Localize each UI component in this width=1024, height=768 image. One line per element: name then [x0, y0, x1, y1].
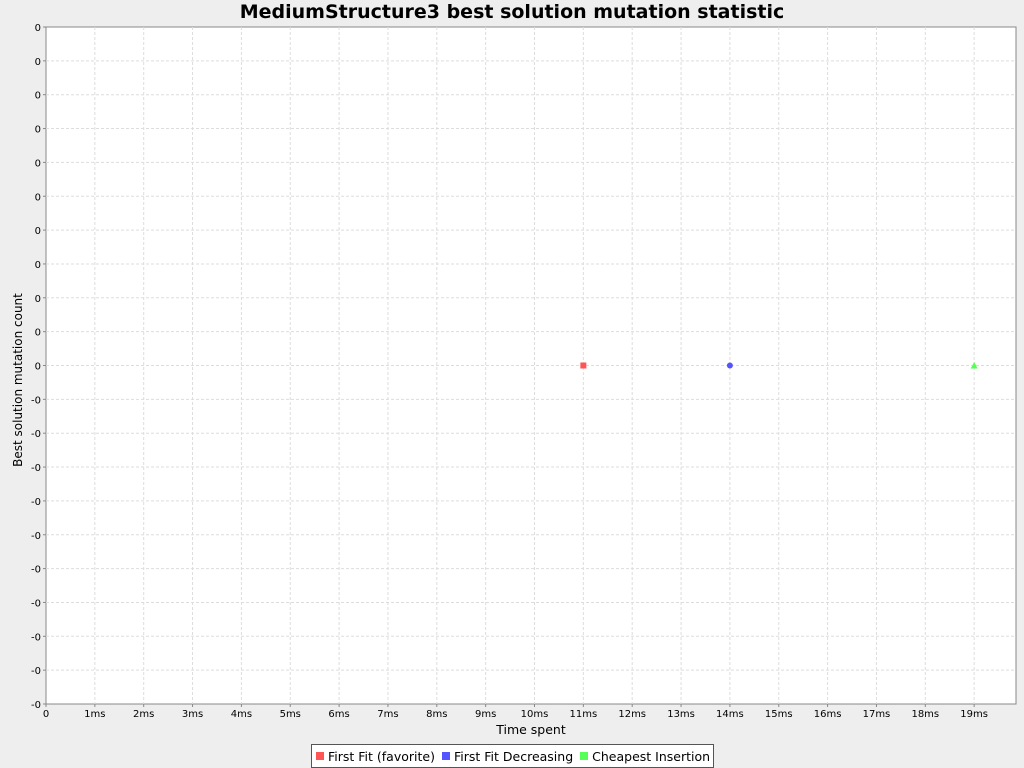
legend-item-first-fit: First Fit (favorite) [314, 749, 435, 764]
x-tick-label: 2ms [133, 709, 154, 720]
x-tick-label: 16ms [814, 709, 842, 720]
data-point-triangle [970, 362, 978, 369]
legend-swatch [441, 752, 450, 760]
y-tick-label: -0 [31, 632, 41, 643]
x-tick-label: 8ms [426, 709, 447, 720]
legend-label: Cheapest Insertion [592, 748, 711, 764]
y-tick-label: 0 [35, 125, 41, 136]
data-points [580, 362, 978, 369]
x-tick-label: 3ms [182, 709, 203, 720]
x-tick-label: 6ms [328, 709, 349, 720]
legend-label: First Fit (favorite) [328, 748, 435, 764]
y-tick-label: -0 [31, 565, 41, 576]
legend-item-first-fit-decreasing: First Fit Decreasing [440, 749, 573, 764]
x-tick-label: 12ms [618, 709, 646, 720]
chart-title: MediumStructure3 best solution mutation … [239, 1, 785, 23]
legend-swatch [316, 752, 324, 760]
x-axis-label: Time spent [495, 722, 566, 737]
y-tick-label: -0 [31, 666, 41, 677]
x-tick-label: 5ms [280, 709, 301, 720]
y-tick-label: -0 [31, 395, 41, 406]
x-tick-label: 10ms [521, 709, 549, 720]
x-axis-ticks: 0 1ms 2ms 3ms 4ms 5ms 6ms 7ms 8ms 9ms 10ms 11ms 12ms… [43, 704, 988, 720]
y-axis-ticks: 0 0 0 0 0 0 0 0 0 0 0 -0 -0 -0 -0 -0 -0 -0 -0 -0 -0 [31, 23, 46, 711]
y-tick-label: -0 [31, 463, 41, 474]
y-tick-label: 0 [35, 158, 41, 169]
y-tick-label: -0 [31, 497, 41, 508]
y-tick-label: -0 [31, 429, 41, 440]
y-tick-label: 0 [35, 294, 41, 305]
y-tick-label: -0 [31, 531, 41, 542]
legend-item-cheapest-insertion: Cheapest Insertion [578, 749, 710, 764]
y-tick-label: 0 [35, 362, 41, 373]
x-tick-label: 4ms [231, 709, 252, 720]
y-tick-label: 0 [35, 23, 41, 34]
data-point-square [580, 362, 587, 369]
y-tick-label: 0 [35, 91, 41, 102]
y-tick-label: -0 [31, 700, 41, 711]
x-tick-label: 19ms [960, 709, 988, 720]
y-tick-label: -0 [31, 598, 41, 609]
data-point-circle [726, 362, 733, 369]
x-tick-label: 15ms [765, 709, 793, 720]
grid-layer [46, 27, 1016, 704]
x-tick-label: 1ms [84, 709, 105, 720]
x-tick-label: 18ms [911, 709, 939, 720]
y-tick-label: 0 [35, 260, 41, 271]
x-tick-label: 9ms [475, 709, 496, 720]
x-tick-label: 7ms [377, 709, 398, 720]
y-tick-label: 0 [35, 328, 41, 339]
y-tick-label: 0 [35, 226, 41, 237]
y-tick-label: 0 [35, 192, 41, 203]
chart-legend: First Fit (favorite) First Fit Decreasin… [311, 744, 715, 768]
legend-swatch [580, 752, 589, 760]
legend-label: First Fit Decreasing [453, 748, 574, 764]
y-axis-label: Best solution mutation count [11, 293, 25, 467]
x-tick-label: 17ms [863, 709, 891, 720]
y-tick-label: 0 [35, 57, 41, 68]
x-tick-label: 11ms [570, 709, 598, 720]
x-tick-label: 14ms [716, 709, 744, 720]
x-tick-label: 0 [43, 709, 49, 720]
x-tick-label: 13ms [667, 709, 695, 720]
